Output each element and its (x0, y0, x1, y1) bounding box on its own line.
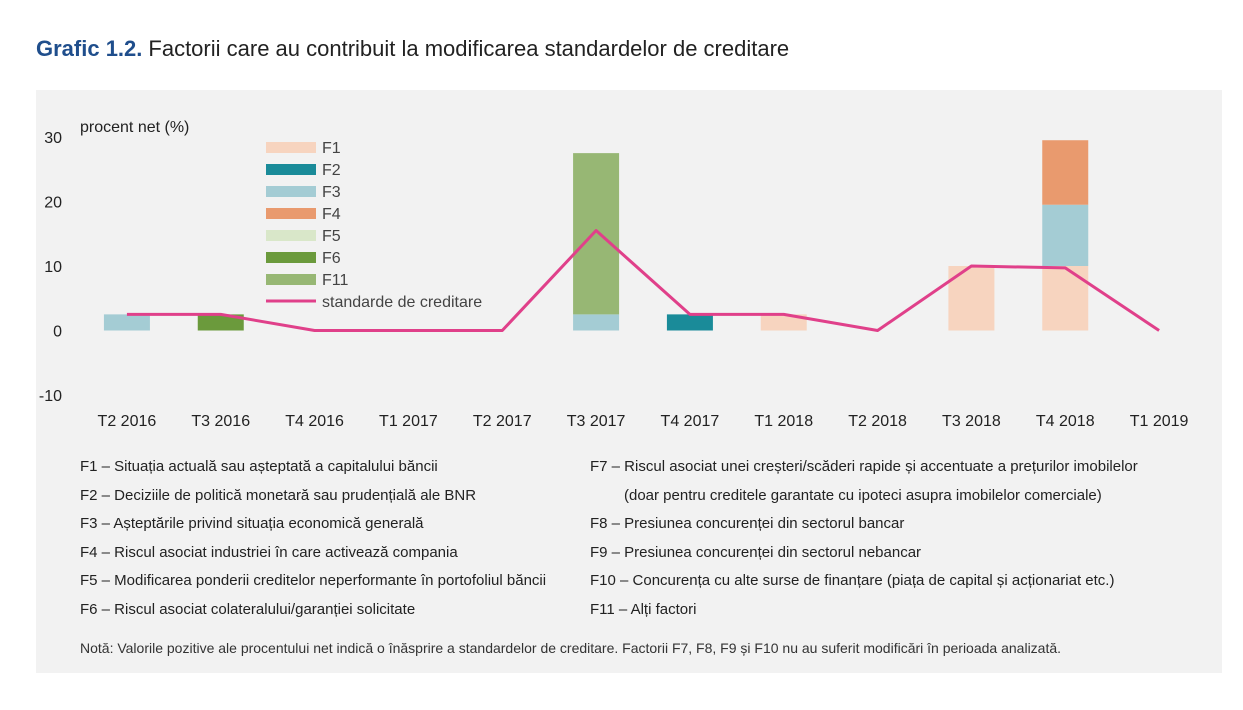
chart-note: Notă: Valorile pozitive ale procentului … (80, 640, 1062, 656)
factor-item: F9 – Presiunea concurenței din sectorul … (590, 543, 922, 561)
factor-list: F1 – Situația actuală sau așteptată a ca… (80, 453, 1220, 623)
y-tick-label: 10 (44, 259, 62, 276)
legend-swatch-f5 (266, 230, 316, 241)
y-tick-label: 20 (44, 195, 62, 212)
legend-swatch-f11 (266, 274, 316, 285)
bar-segment-f1 (1042, 266, 1089, 331)
chart: 30 20 10 0 -10 procent net (%) T2 2016 T3 2016 T… (39, 119, 1189, 430)
legend-label: F5 (322, 228, 341, 245)
legend-swatch-f4 (266, 208, 316, 219)
factor-item: F8 – Presiunea concurenței din sectorul … (590, 515, 905, 532)
bar-segment-f4 (1042, 140, 1089, 205)
factor-item: F4 – Riscul asociat industriei în care a… (80, 543, 458, 561)
chart-panel: 30 20 10 0 -10 procent net (%) T2 2016 T3 2016 T… (36, 90, 1222, 673)
factor-item: F7 – Riscul asociat unei creșteri/scăder… (590, 458, 1138, 475)
x-tick-label: T1 2019 (1130, 413, 1189, 430)
legend-label: F4 (322, 206, 341, 223)
legend-swatch-f2 (266, 164, 316, 175)
bar-segment-f3 (103, 314, 150, 331)
bar-segment-f2 (666, 314, 713, 331)
bar-segment-f3 (573, 314, 620, 331)
x-tick-label: T3 2017 (567, 413, 626, 430)
x-tick-label: T2 2016 (98, 413, 157, 430)
x-tick-label: T2 2018 (848, 413, 907, 430)
bar-segment-f3 (1042, 204, 1089, 266)
legend-swatch-f1 (266, 142, 316, 153)
factor-item: F2 – Deciziile de politică monetară sau … (80, 486, 477, 504)
factor-item: F10 – Concurența cu alte surse de finanț… (590, 572, 1115, 589)
line-series-standarde (126, 229, 1160, 332)
legend-swatch-f6 (266, 252, 316, 263)
x-tick-label: T4 2016 (285, 413, 344, 430)
x-tick-label: T3 2018 (942, 413, 1001, 430)
factor-item: F11 – Alți factori (590, 600, 697, 618)
y-tick-label: 30 (44, 130, 62, 147)
factor-item-continuation: (doar pentru creditele garantate cu ipot… (624, 486, 1102, 504)
x-tick-label: T4 2017 (661, 413, 720, 430)
factor-item: F3 – Așteptările privind situația econom… (80, 515, 424, 532)
x-tick-label: T3 2016 (191, 413, 250, 430)
legend-label: standarde de creditare (322, 294, 482, 311)
legend-label: F1 (322, 140, 341, 157)
bar-segment-f6 (197, 314, 244, 331)
factor-item: F1 – Situația actuală sau așteptată a ca… (80, 458, 438, 475)
legend-swatch-f3 (266, 186, 316, 197)
legend-label: F6 (322, 250, 341, 267)
chart-title: Grafic 1.2. Factorii care au contribuit l… (36, 36, 789, 62)
x-tick-label: T2 2017 (473, 413, 532, 430)
y-tick-label: -10 (39, 388, 62, 405)
bar-segment-f1 (760, 314, 807, 331)
factor-item: F6 – Riscul asociat colateralului/garanț… (80, 600, 416, 618)
x-tick-label: T1 2017 (379, 413, 438, 430)
x-tick-label: T4 2018 (1036, 413, 1095, 430)
legend-label: F2 (322, 162, 341, 179)
chart-title-text: Factorii care au contribuit la modificar… (148, 36, 790, 61)
factor-list-right: F7 – Riscul asociat unei creșteri/scăder… (590, 453, 1138, 624)
factor-list-left: F1 – Situația actuală sau așteptată a ca… (80, 453, 546, 624)
y-tick-label: 0 (53, 324, 62, 341)
legend-label: F3 (322, 184, 341, 201)
chart-number: Grafic 1.2. (36, 36, 143, 61)
legend-label: F11 (322, 272, 348, 289)
factor-item: F5 – Modificarea ponderii creditelor nep… (80, 572, 547, 589)
bar-segment-f11 (573, 153, 620, 315)
y-axis-label: procent net (%) (80, 119, 189, 136)
x-tick-label: T1 2018 (754, 413, 813, 430)
